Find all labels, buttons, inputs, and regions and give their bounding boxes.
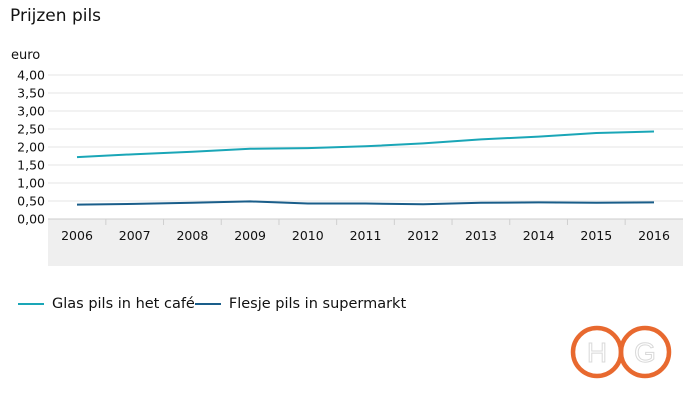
x-tick-label: 2014 xyxy=(523,228,555,243)
x-axis-ticks: 2006 2007 2008 2009 2010 2011 2012 2013 2014 2015… xyxy=(61,219,670,243)
y-tick-label: 4,00 xyxy=(17,68,45,83)
x-tick-label: 2016 xyxy=(638,228,670,243)
series-line-2 xyxy=(76,200,655,206)
y-axis-label: euro xyxy=(11,48,40,63)
gridlines xyxy=(48,74,683,220)
y-axis-ticks: 0,00 0,50 1,00 1,50 2,00 2,50 3,00 3,50 4,00 xyxy=(17,68,45,227)
y-tick-label: 3,50 xyxy=(17,86,45,101)
y-tick-label: 2,00 xyxy=(17,140,45,155)
y-tick-label: 3,00 xyxy=(17,104,45,119)
x-tick-label: 2008 xyxy=(176,228,208,243)
y-tick-label: 1,00 xyxy=(17,176,45,191)
x-tick-label: 2010 xyxy=(292,228,324,243)
series-lines xyxy=(76,130,655,206)
x-tick-label: 2009 xyxy=(234,228,266,243)
x-tick-label: 2007 xyxy=(119,228,151,243)
x-tick-label: 2015 xyxy=(580,228,612,243)
y-tick-label: 0,50 xyxy=(17,194,45,209)
legend-item-2: Flesje pils in supermarkt xyxy=(194,296,407,312)
series-line-1 xyxy=(76,130,655,159)
logo-letter-h: H xyxy=(587,337,607,368)
logo-circle-g xyxy=(618,325,672,379)
x-tick-label: 2006 xyxy=(61,228,93,243)
y-tick-label: 1,50 xyxy=(17,158,45,173)
legend-item-1: Glas pils in het café xyxy=(18,296,195,312)
y-tick-label: 0,00 xyxy=(17,212,45,227)
x-tick-label: 2012 xyxy=(407,228,439,243)
x-axis-band xyxy=(48,219,683,266)
chart-title: Prijzen pils xyxy=(10,6,102,26)
legend-swatch xyxy=(194,303,221,305)
legend-label: Glas pils in het café xyxy=(52,296,195,312)
hg-logo: H G xyxy=(570,325,672,379)
y-tick-label: 2,50 xyxy=(17,122,45,137)
x-tick-label: 2011 xyxy=(350,228,382,243)
x-tick-label: 2013 xyxy=(465,228,497,243)
legend: Glas pils in het café Flesje pils in supe… xyxy=(18,296,406,312)
legend-label: Flesje pils in supermarkt xyxy=(228,296,407,312)
logo-letter-g: G xyxy=(634,337,656,368)
legend-swatch xyxy=(18,303,44,305)
